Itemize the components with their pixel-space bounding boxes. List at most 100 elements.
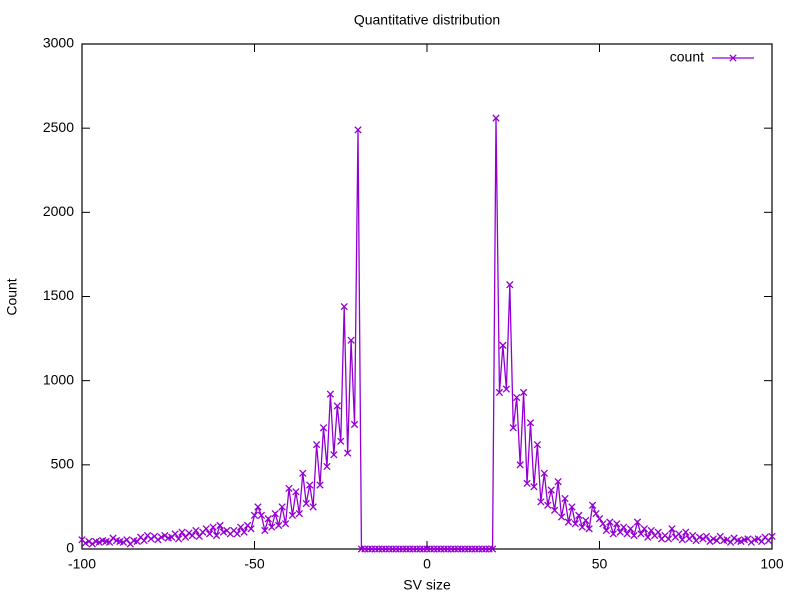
point-marker bbox=[261, 526, 269, 535]
point-marker bbox=[250, 511, 259, 519]
series-line bbox=[81, 118, 773, 550]
point-marker bbox=[323, 462, 331, 471]
point-marker bbox=[174, 535, 183, 543]
point-marker bbox=[88, 540, 97, 548]
point-marker bbox=[675, 530, 683, 538]
point-marker bbox=[678, 536, 686, 544]
point-marker bbox=[540, 469, 548, 477]
point-marker bbox=[285, 484, 293, 493]
point-marker bbox=[333, 402, 341, 410]
point-marker bbox=[526, 419, 535, 427]
point-marker bbox=[578, 523, 586, 531]
point-marker bbox=[312, 440, 321, 449]
point-marker bbox=[185, 529, 193, 537]
point-marker bbox=[585, 525, 593, 533]
point-marker bbox=[85, 537, 93, 546]
point-marker bbox=[668, 525, 676, 533]
legend-label: count bbox=[670, 49, 704, 65]
point-marker bbox=[147, 535, 155, 543]
point-marker bbox=[682, 528, 690, 536]
point-marker bbox=[354, 126, 362, 134]
point-marker bbox=[626, 525, 635, 533]
point-marker bbox=[188, 531, 197, 540]
point-marker bbox=[702, 532, 711, 541]
point-marker bbox=[623, 530, 631, 538]
point-marker bbox=[340, 302, 348, 311]
point-marker bbox=[309, 503, 317, 511]
point-marker bbox=[350, 420, 359, 429]
point-marker bbox=[288, 511, 297, 519]
point-marker bbox=[592, 509, 600, 518]
point-marker bbox=[564, 518, 573, 526]
point-marker bbox=[630, 531, 638, 540]
point-marker bbox=[499, 341, 507, 349]
point-marker bbox=[502, 385, 511, 393]
y-tick-label: 2000 bbox=[43, 203, 74, 219]
point-marker bbox=[233, 530, 241, 538]
point-marker bbox=[637, 530, 645, 538]
point-marker bbox=[723, 536, 731, 544]
plot-frame bbox=[81, 43, 773, 550]
point-marker bbox=[295, 509, 304, 518]
point-marker bbox=[306, 481, 314, 489]
y-tick-label: 3000 bbox=[43, 35, 74, 51]
point-marker bbox=[516, 461, 524, 469]
point-marker bbox=[754, 535, 762, 543]
point-marker bbox=[568, 503, 576, 511]
point-marker bbox=[606, 518, 614, 526]
point-marker bbox=[533, 440, 542, 449]
point-marker bbox=[171, 530, 179, 538]
point-marker bbox=[699, 535, 707, 543]
point-marker bbox=[609, 530, 617, 538]
point-marker bbox=[509, 424, 517, 432]
point-marker bbox=[644, 533, 652, 541]
point-marker bbox=[299, 469, 307, 477]
point-marker bbox=[292, 488, 300, 496]
point-marker bbox=[544, 501, 552, 509]
point-marker bbox=[337, 437, 345, 445]
y-tick-label: 500 bbox=[51, 456, 75, 472]
y-tick-label: 2500 bbox=[43, 119, 74, 135]
point-marker bbox=[640, 525, 649, 533]
point-marker bbox=[161, 531, 169, 540]
point-marker bbox=[550, 506, 559, 514]
point-marker bbox=[343, 449, 352, 457]
point-marker bbox=[513, 393, 521, 402]
point-marker bbox=[654, 528, 662, 536]
point-marker bbox=[561, 494, 569, 503]
point-marker bbox=[688, 531, 697, 540]
point-marker bbox=[613, 520, 621, 528]
point-marker bbox=[523, 479, 531, 488]
point-marker bbox=[488, 545, 497, 553]
point-marker bbox=[730, 534, 738, 542]
point-marker bbox=[271, 509, 279, 518]
point-marker bbox=[330, 451, 338, 459]
point-marker bbox=[268, 523, 276, 531]
point-marker bbox=[281, 520, 290, 528]
point-marker bbox=[530, 483, 538, 491]
point-marker bbox=[319, 424, 328, 432]
point-marker bbox=[575, 511, 583, 519]
point-marker bbox=[205, 530, 214, 538]
point-marker bbox=[706, 537, 714, 546]
x-tick-label: -100 bbox=[68, 556, 96, 572]
point-marker bbox=[326, 390, 335, 398]
point-marker bbox=[212, 531, 221, 540]
point-marker bbox=[616, 528, 624, 536]
point-marker bbox=[492, 114, 500, 122]
y-axis-label: Count bbox=[4, 278, 20, 315]
point-marker bbox=[664, 535, 673, 543]
legend-marker bbox=[729, 54, 737, 62]
point-marker bbox=[537, 498, 545, 506]
point-marker bbox=[178, 528, 186, 536]
point-marker bbox=[109, 534, 117, 542]
point-marker bbox=[302, 499, 310, 508]
point-marker bbox=[209, 523, 217, 531]
point-marker bbox=[547, 486, 555, 494]
y-tick-label: 1500 bbox=[43, 287, 74, 303]
point-marker bbox=[747, 538, 755, 546]
x-tick-label: 100 bbox=[760, 556, 784, 572]
point-marker bbox=[240, 528, 248, 536]
point-marker bbox=[619, 523, 628, 531]
